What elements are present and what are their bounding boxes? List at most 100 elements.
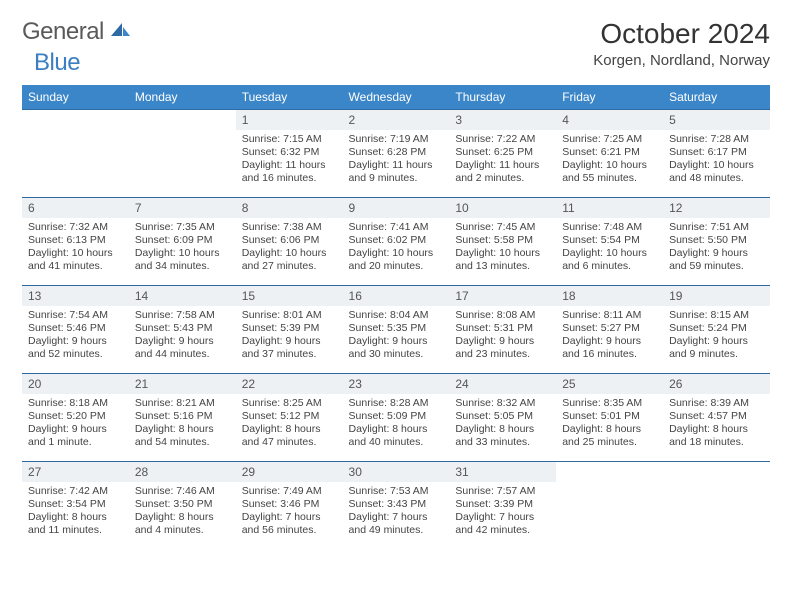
weekday-header: Friday: [556, 85, 663, 110]
daylight-line: Daylight: 8 hours and 4 minutes.: [135, 511, 230, 537]
sunrise-line: Sunrise: 8:21 AM: [135, 397, 230, 410]
daylight-line: Daylight: 9 hours and 30 minutes.: [349, 335, 444, 361]
sunrise-line: Sunrise: 7:49 AM: [242, 485, 337, 498]
calendar-table: SundayMondayTuesdayWednesdayThursdayFrid…: [22, 85, 770, 550]
sunrise-line: Sunrise: 8:28 AM: [349, 397, 444, 410]
daylight-line: Daylight: 11 hours and 9 minutes.: [349, 159, 444, 185]
logo-text-blue: Blue: [34, 49, 80, 77]
sunrise-line: Sunrise: 7:46 AM: [135, 485, 230, 498]
sunrise-line: Sunrise: 7:51 AM: [669, 221, 764, 234]
calendar-day-cell: 2Sunrise: 7:19 AMSunset: 6:28 PMDaylight…: [343, 110, 450, 198]
day-body: Sunrise: 7:15 AMSunset: 6:32 PMDaylight:…: [236, 130, 343, 190]
calendar-week-row: 6Sunrise: 7:32 AMSunset: 6:13 PMDaylight…: [22, 198, 770, 286]
sunrise-line: Sunrise: 7:38 AM: [242, 221, 337, 234]
calendar-day-cell: 5Sunrise: 7:28 AMSunset: 6:17 PMDaylight…: [663, 110, 770, 198]
calendar-day-cell: 18Sunrise: 8:11 AMSunset: 5:27 PMDayligh…: [556, 286, 663, 374]
day-body: Sunrise: 7:22 AMSunset: 6:25 PMDaylight:…: [449, 130, 556, 190]
weekday-header: Monday: [129, 85, 236, 110]
calendar-day-cell: 9Sunrise: 7:41 AMSunset: 6:02 PMDaylight…: [343, 198, 450, 286]
logo-text-general: General: [22, 18, 104, 46]
daylight-line: Daylight: 10 hours and 27 minutes.: [242, 247, 337, 273]
sunrise-line: Sunrise: 7:57 AM: [455, 485, 550, 498]
sunrise-line: Sunrise: 8:25 AM: [242, 397, 337, 410]
sunrise-line: Sunrise: 7:35 AM: [135, 221, 230, 234]
day-body: Sunrise: 8:21 AMSunset: 5:16 PMDaylight:…: [129, 394, 236, 454]
daylight-line: Daylight: 10 hours and 55 minutes.: [562, 159, 657, 185]
daylight-line: Daylight: 9 hours and 1 minute.: [28, 423, 123, 449]
day-body: Sunrise: 7:51 AMSunset: 5:50 PMDaylight:…: [663, 218, 770, 278]
sunrise-line: Sunrise: 8:35 AM: [562, 397, 657, 410]
daylight-line: Daylight: 10 hours and 13 minutes.: [455, 247, 550, 273]
day-body: Sunrise: 7:25 AMSunset: 6:21 PMDaylight:…: [556, 130, 663, 190]
sunset-line: Sunset: 6:17 PM: [669, 146, 764, 159]
sunset-line: Sunset: 6:06 PM: [242, 234, 337, 247]
sunrise-line: Sunrise: 7:19 AM: [349, 133, 444, 146]
day-body: Sunrise: 7:46 AMSunset: 3:50 PMDaylight:…: [129, 482, 236, 542]
day-body: Sunrise: 7:38 AMSunset: 6:06 PMDaylight:…: [236, 218, 343, 278]
sunset-line: Sunset: 5:58 PM: [455, 234, 550, 247]
sunrise-line: Sunrise: 7:45 AM: [455, 221, 550, 234]
daylight-line: Daylight: 9 hours and 23 minutes.: [455, 335, 550, 361]
day-body: Sunrise: 7:32 AMSunset: 6:13 PMDaylight:…: [22, 218, 129, 278]
sunset-line: Sunset: 3:50 PM: [135, 498, 230, 511]
day-number: 1: [236, 110, 343, 130]
day-body: Sunrise: 7:28 AMSunset: 6:17 PMDaylight:…: [663, 130, 770, 190]
calendar-day-cell: 1Sunrise: 7:15 AMSunset: 6:32 PMDaylight…: [236, 110, 343, 198]
sunrise-line: Sunrise: 8:08 AM: [455, 309, 550, 322]
daylight-line: Daylight: 7 hours and 49 minutes.: [349, 511, 444, 537]
day-number: 6: [22, 198, 129, 218]
day-number: 13: [22, 286, 129, 306]
sunset-line: Sunset: 5:09 PM: [349, 410, 444, 423]
day-number: 15: [236, 286, 343, 306]
daylight-line: Daylight: 9 hours and 52 minutes.: [28, 335, 123, 361]
day-body: Sunrise: 7:19 AMSunset: 6:28 PMDaylight:…: [343, 130, 450, 190]
day-number: 23: [343, 374, 450, 394]
daylight-line: Daylight: 7 hours and 56 minutes.: [242, 511, 337, 537]
day-body: Sunrise: 7:53 AMSunset: 3:43 PMDaylight:…: [343, 482, 450, 542]
calendar-head: SundayMondayTuesdayWednesdayThursdayFrid…: [22, 85, 770, 110]
daylight-line: Daylight: 7 hours and 42 minutes.: [455, 511, 550, 537]
day-number: 12: [663, 198, 770, 218]
sunrise-line: Sunrise: 7:53 AM: [349, 485, 444, 498]
sunrise-line: Sunrise: 8:15 AM: [669, 309, 764, 322]
day-body: Sunrise: 8:28 AMSunset: 5:09 PMDaylight:…: [343, 394, 450, 454]
calendar-day-cell: 25Sunrise: 8:35 AMSunset: 5:01 PMDayligh…: [556, 374, 663, 462]
calendar-day-cell: 30Sunrise: 7:53 AMSunset: 3:43 PMDayligh…: [343, 462, 450, 550]
sunset-line: Sunset: 5:24 PM: [669, 322, 764, 335]
daylight-line: Daylight: 9 hours and 44 minutes.: [135, 335, 230, 361]
calendar-day-cell: 7Sunrise: 7:35 AMSunset: 6:09 PMDaylight…: [129, 198, 236, 286]
day-number: 26: [663, 374, 770, 394]
daylight-line: Daylight: 8 hours and 47 minutes.: [242, 423, 337, 449]
sunset-line: Sunset: 6:32 PM: [242, 146, 337, 159]
calendar-day-cell: 29Sunrise: 7:49 AMSunset: 3:46 PMDayligh…: [236, 462, 343, 550]
sunset-line: Sunset: 5:54 PM: [562, 234, 657, 247]
sunset-line: Sunset: 4:57 PM: [669, 410, 764, 423]
calendar-day-cell: 19Sunrise: 8:15 AMSunset: 5:24 PMDayligh…: [663, 286, 770, 374]
day-number: 11: [556, 198, 663, 218]
sunset-line: Sunset: 6:13 PM: [28, 234, 123, 247]
weekday-header: Tuesday: [236, 85, 343, 110]
day-body: Sunrise: 8:39 AMSunset: 4:57 PMDaylight:…: [663, 394, 770, 454]
sunrise-line: Sunrise: 8:01 AM: [242, 309, 337, 322]
sunset-line: Sunset: 6:21 PM: [562, 146, 657, 159]
calendar-empty-cell: [663, 462, 770, 550]
sunset-line: Sunset: 3:39 PM: [455, 498, 550, 511]
day-number: 8: [236, 198, 343, 218]
calendar-day-cell: 13Sunrise: 7:54 AMSunset: 5:46 PMDayligh…: [22, 286, 129, 374]
day-number: 16: [343, 286, 450, 306]
sunrise-line: Sunrise: 8:11 AM: [562, 309, 657, 322]
day-number: 10: [449, 198, 556, 218]
day-number: 29: [236, 462, 343, 482]
calendar-day-cell: 15Sunrise: 8:01 AMSunset: 5:39 PMDayligh…: [236, 286, 343, 374]
calendar-day-cell: 24Sunrise: 8:32 AMSunset: 5:05 PMDayligh…: [449, 374, 556, 462]
sunset-line: Sunset: 5:16 PM: [135, 410, 230, 423]
sunset-line: Sunset: 5:12 PM: [242, 410, 337, 423]
weekday-header: Thursday: [449, 85, 556, 110]
sunrise-line: Sunrise: 7:22 AM: [455, 133, 550, 146]
day-body: Sunrise: 7:58 AMSunset: 5:43 PMDaylight:…: [129, 306, 236, 366]
day-body: Sunrise: 8:01 AMSunset: 5:39 PMDaylight:…: [236, 306, 343, 366]
day-body: Sunrise: 8:32 AMSunset: 5:05 PMDaylight:…: [449, 394, 556, 454]
day-body: Sunrise: 7:41 AMSunset: 6:02 PMDaylight:…: [343, 218, 450, 278]
calendar-week-row: 1Sunrise: 7:15 AMSunset: 6:32 PMDaylight…: [22, 110, 770, 198]
sunset-line: Sunset: 5:50 PM: [669, 234, 764, 247]
